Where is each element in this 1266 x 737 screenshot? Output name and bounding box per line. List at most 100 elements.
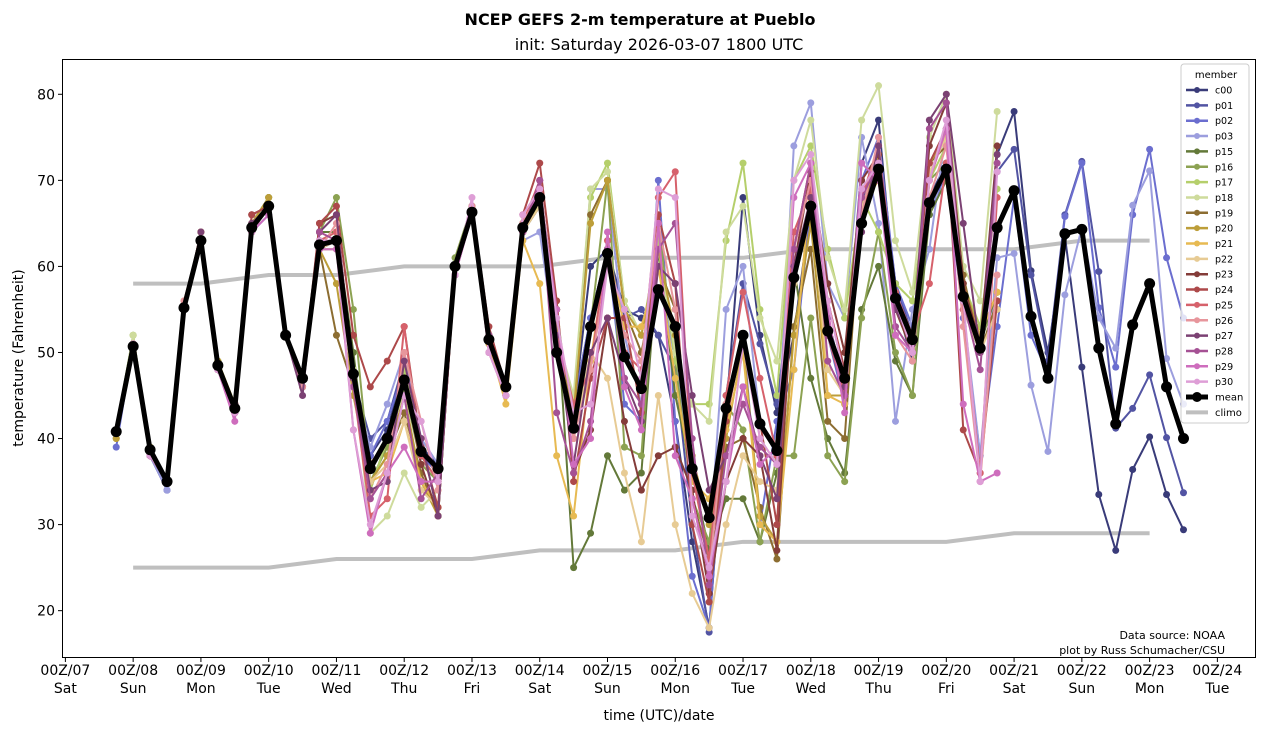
data-point-c00 (875, 116, 883, 124)
plot-area (110, 82, 1189, 636)
data-point-p03 (739, 262, 747, 270)
x-tick-day: Mon (186, 681, 216, 697)
x-tick-day: Sun (1069, 681, 1096, 697)
data-point-p24 (366, 383, 374, 391)
data-point-p16 (824, 452, 832, 460)
series-group (110, 82, 1189, 636)
data-point-p27 (993, 151, 1001, 159)
data-point-mean (906, 334, 918, 346)
data-point-p17 (841, 314, 849, 322)
legend-label-p23: p23 (1215, 270, 1233, 281)
x-tick-label: 00Z/23 (1125, 663, 1175, 679)
y-tick-label: 80 (37, 87, 55, 103)
legend-marker-p21 (1194, 240, 1200, 247)
x-tick-label: 00Z/24 (1192, 663, 1242, 679)
x-tick-label: 00Z/11 (311, 663, 361, 679)
data-point-mean (788, 272, 800, 284)
legend-marker-c00 (1194, 87, 1200, 93)
data-point-p22 (756, 478, 764, 486)
data-point-mean (1042, 372, 1054, 384)
x-tick-label: 00Z/14 (515, 663, 565, 679)
data-point-p18 (383, 512, 391, 520)
data-point-mean (229, 402, 241, 414)
data-point-p21 (502, 400, 510, 408)
data-point-mean (246, 222, 258, 234)
data-point-p18 (824, 254, 832, 262)
data-point-p21 (536, 280, 544, 288)
data-point-p30 (349, 426, 357, 434)
data-point-p01 (637, 305, 645, 313)
data-point-mean (1110, 418, 1122, 430)
x-tick-day: Tue (256, 681, 281, 697)
data-point-p28 (366, 495, 374, 503)
legend-marker-p17 (1194, 179, 1200, 186)
data-point-mean (991, 222, 1003, 234)
data-point-p02 (1061, 212, 1069, 220)
legend-label-p24: p24 (1215, 285, 1233, 296)
data-point-p03 (891, 417, 899, 425)
data-point-p02 (1112, 363, 1120, 371)
data-point-mean (1161, 381, 1173, 393)
legend-label-p02: p02 (1215, 116, 1233, 127)
legend-label-p15: p15 (1215, 147, 1233, 158)
x-tick-label: 00Z/16 (650, 663, 700, 679)
data-point-p15 (875, 262, 883, 270)
data-point-p03 (1163, 355, 1171, 362)
data-point-mean (669, 321, 681, 333)
legend-label-p21: p21 (1215, 239, 1233, 250)
data-point-p30 (620, 305, 628, 313)
data-point-p29 (993, 469, 1001, 477)
chart-title: NCEP GEFS 2-m temperature at Pueblo (465, 10, 816, 29)
data-point-p19 (332, 331, 340, 339)
data-point-mean (161, 476, 173, 488)
data-point-c00 (1010, 107, 1018, 115)
data-point-c00 (1163, 490, 1171, 498)
data-point-p24 (705, 598, 713, 606)
data-point-p29 (841, 409, 849, 417)
x-tick-day: Sat (1003, 681, 1026, 697)
y-axis-label: temperature (Fahrenheit) (11, 269, 27, 446)
data-point-p29 (637, 426, 645, 434)
x-tick-label: 00Z/09 (176, 663, 226, 679)
data-point-p24 (773, 521, 781, 529)
data-point-p29 (603, 228, 611, 236)
data-point-p01 (1163, 434, 1171, 442)
data-point-p21 (553, 452, 561, 460)
data-point-p22 (705, 624, 713, 632)
data-point-p30 (807, 151, 815, 159)
legend-marker-p22 (1194, 255, 1200, 262)
data-point-p15 (739, 495, 747, 503)
y-tick-label: 20 (37, 604, 55, 620)
data-point-p27 (959, 219, 967, 227)
data-point-p30 (790, 176, 798, 184)
data-point-p19 (773, 555, 781, 563)
data-point-p29 (231, 417, 239, 425)
data-point-p30 (773, 460, 781, 468)
data-point-p16 (807, 314, 815, 322)
data-point-p03 (1044, 447, 1052, 455)
legend-marker-p01 (1194, 102, 1200, 109)
data-point-p27 (925, 116, 933, 124)
legend-label-p26: p26 (1215, 316, 1233, 327)
data-point-p03 (1146, 167, 1154, 175)
data-point-p17 (773, 392, 781, 400)
data-point-p29 (417, 478, 425, 486)
data-point-p15 (637, 469, 645, 477)
data-point-p30 (468, 194, 476, 202)
data-point-p15 (620, 486, 628, 494)
x-tick-label: 00Z/20 (921, 663, 971, 679)
legend-label-p22: p22 (1215, 254, 1233, 265)
legend-label-p27: p27 (1215, 331, 1233, 342)
data-point-p30 (722, 478, 730, 486)
data-point-p30 (434, 478, 442, 486)
data-point-p02 (1027, 331, 1035, 339)
data-point-p02 (112, 443, 120, 451)
data-point-p15 (570, 564, 578, 572)
legend-label-p03: p03 (1215, 132, 1233, 143)
data-point-p24 (383, 357, 391, 365)
data-point-p30 (993, 168, 1001, 176)
data-point-p28 (417, 495, 425, 503)
data-point-p01 (1146, 371, 1154, 379)
data-point-p03 (1027, 381, 1035, 389)
data-point-p16 (841, 478, 849, 486)
